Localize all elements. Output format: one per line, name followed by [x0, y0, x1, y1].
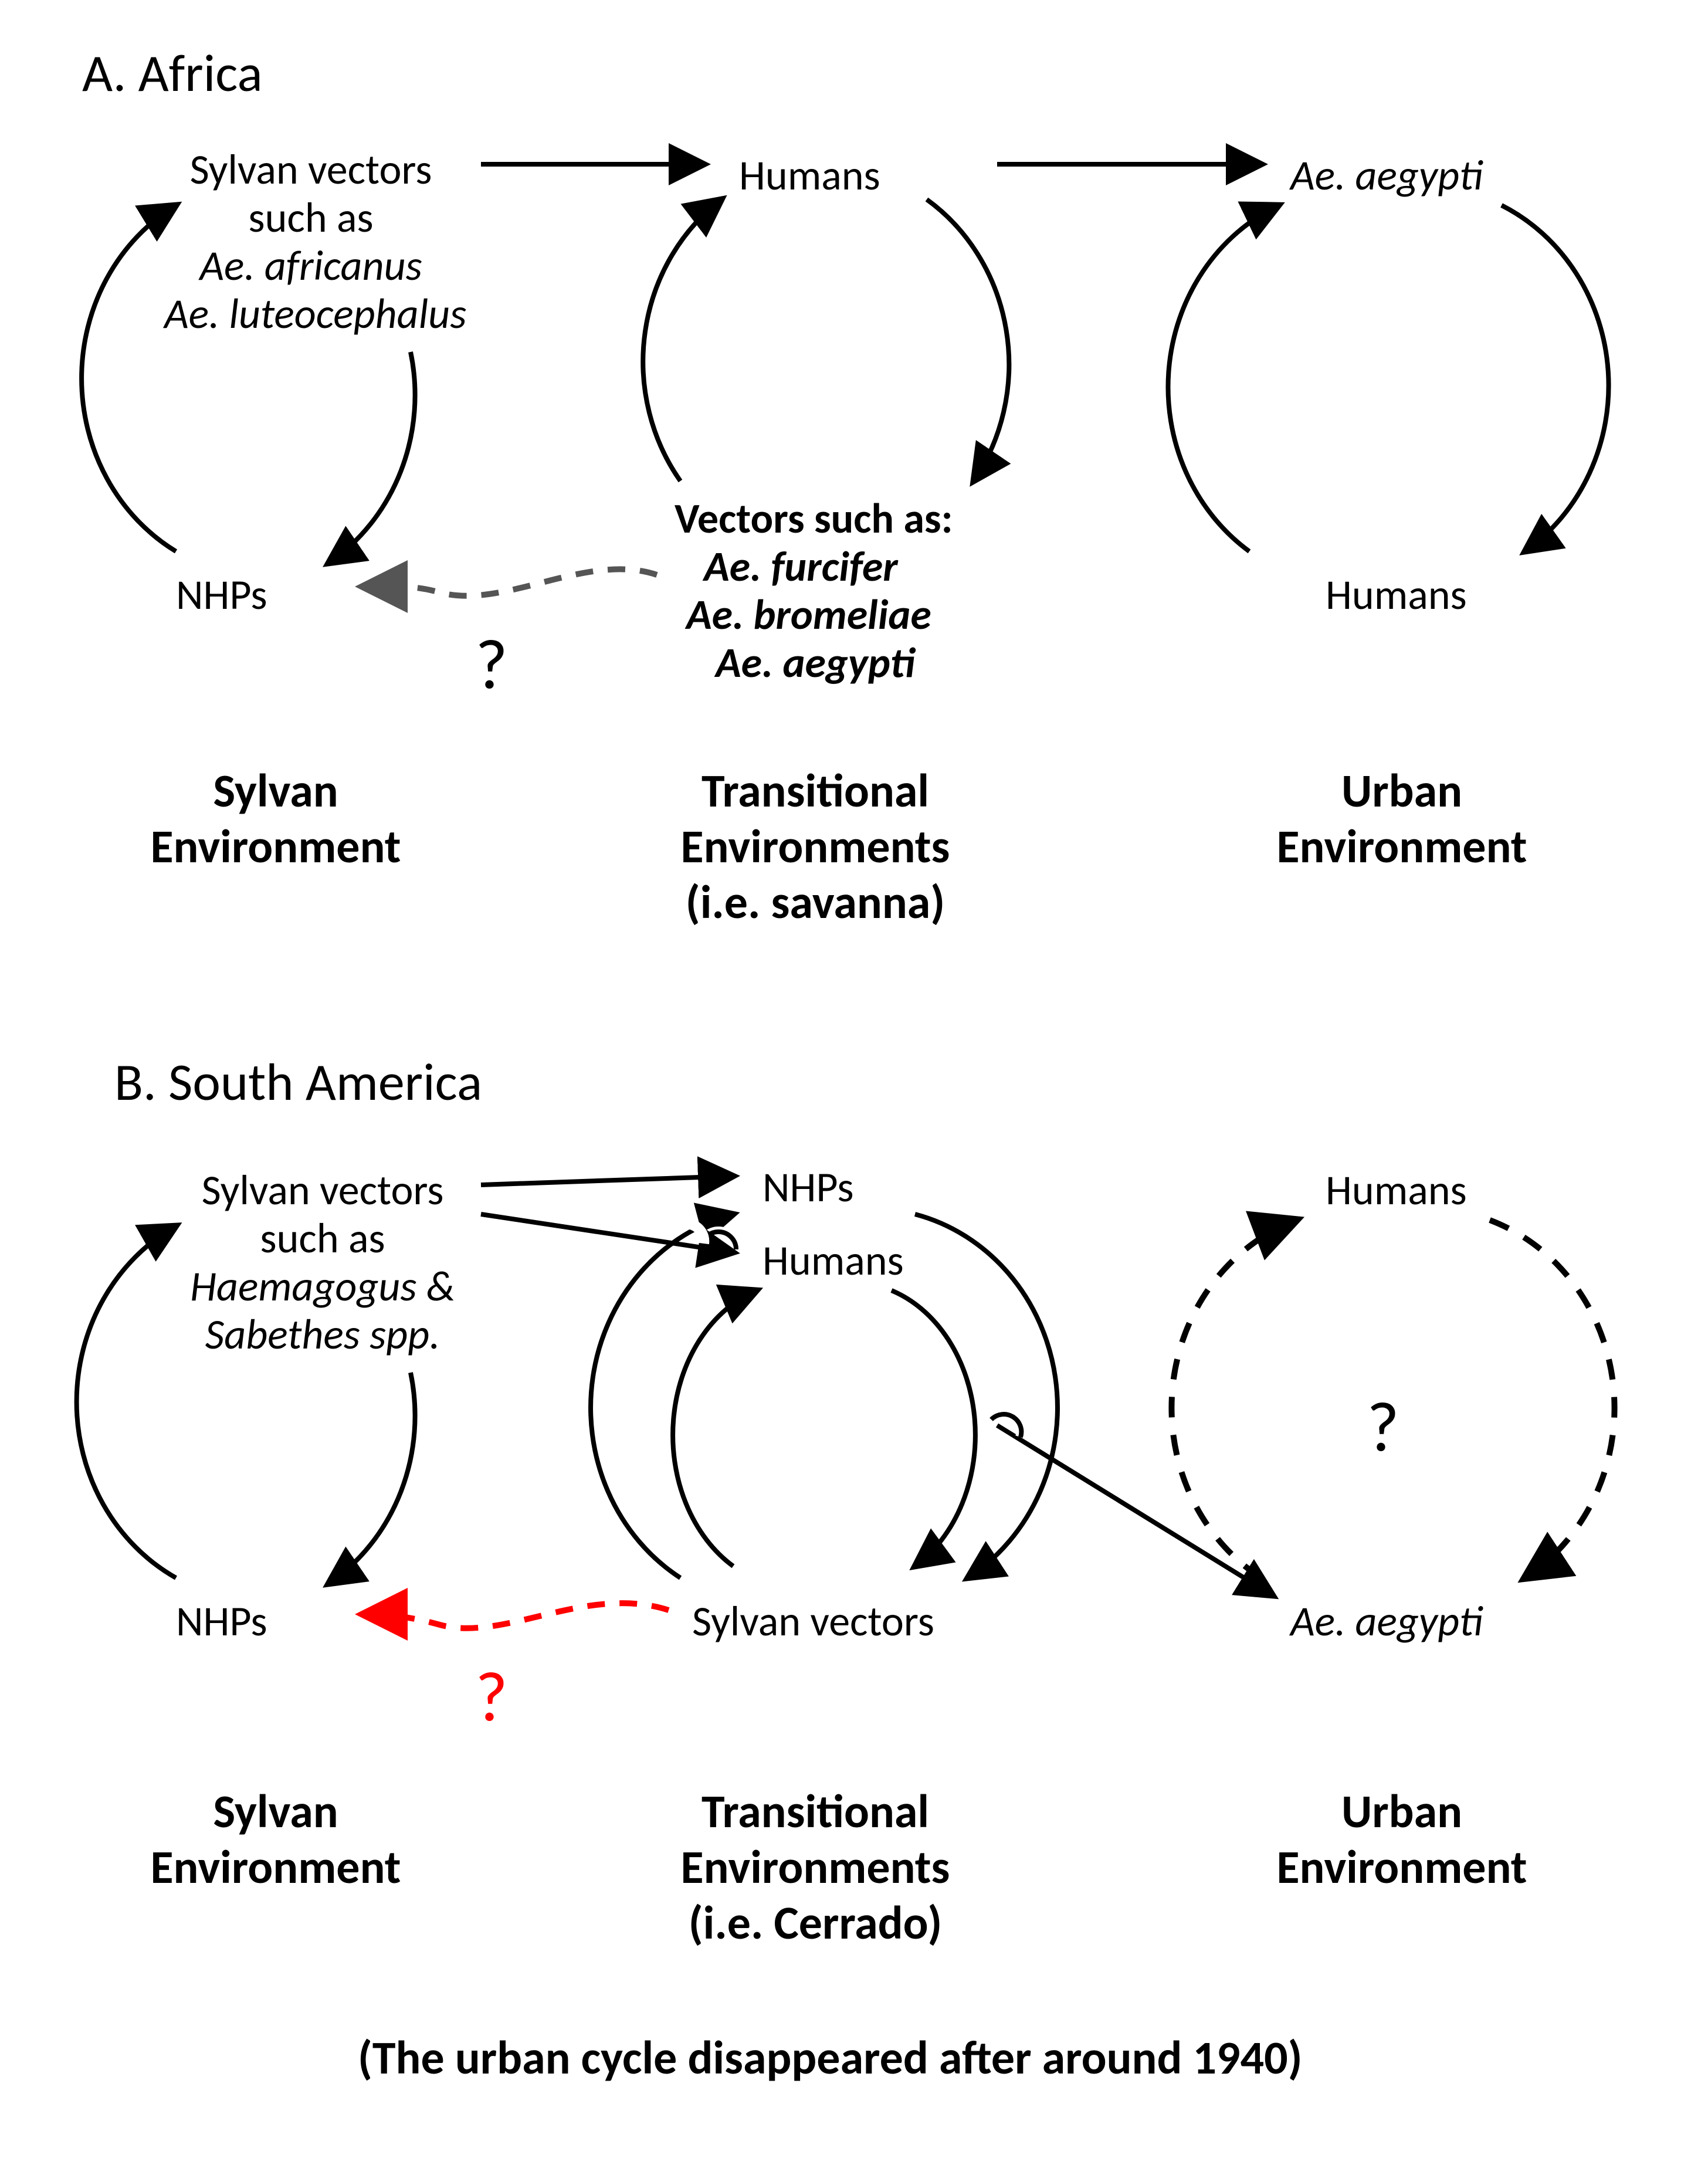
b-trans-inner-right	[892, 1290, 975, 1566]
panel-a-env-urban-2: Environment	[1261, 818, 1543, 875]
panel-a-env-trans-3: (i.e. savanna)	[651, 874, 980, 931]
b-arrow-sylvan-nhps	[481, 1176, 733, 1185]
panel-b-env-trans-1: Transitional	[651, 1783, 980, 1840]
footer-note: (The urban cycle disappeared after aroun…	[358, 2030, 1303, 2086]
panel-b-urban-top: Humans	[1326, 1164, 1467, 1216]
b-trans-inner-left	[673, 1290, 757, 1566]
panel-a-trans-bot-2: Ae. furcifer	[704, 541, 898, 592]
b-trans-hop2	[701, 1232, 736, 1249]
panel-b-urban-bottom: Ae. aegypti	[1290, 1595, 1483, 1647]
b-humans-hop-mask	[672, 1224, 704, 1244]
b-arrow-sylvan-humans	[481, 1214, 733, 1252]
a-sylvan-left-arc	[82, 205, 176, 551]
a-urban-left-arc	[1168, 205, 1279, 551]
panel-a-sylvan-top-1: Sylvan vectors	[164, 144, 458, 195]
b-dashed-return-red	[364, 1603, 669, 1628]
panel-b-sylvan-top-4: Sabethes spp.	[164, 1309, 481, 1360]
panel-b-title: B. South America	[114, 1050, 482, 1114]
panel-b-env-trans-2: Environments	[651, 1839, 980, 1896]
panel-b-sylvan-bottom: NHPs	[176, 1595, 267, 1647]
panel-a-sylvan-top-4: Ae. luteocephalus	[164, 288, 458, 340]
panel-a-trans-bot-3: Ae. bromeliae	[686, 589, 931, 641]
a-trans-right-arc	[927, 199, 1009, 481]
panel-b-sylvan-top-3: Haemagogus &	[164, 1261, 481, 1312]
panel-a-sylvan-top-3: Ae. africanus	[164, 240, 458, 292]
panel-b-qmark-urban: ?	[1367, 1384, 1399, 1470]
panel-b-trans-nhps: NHPs	[762, 1161, 854, 1213]
panel-b-qmark-red: ?	[475, 1654, 508, 1740]
panel-a-env-urban-1: Urban	[1261, 763, 1543, 819]
diagram-canvas: A. Africa Sylvan vectors such as Ae. afr…	[0, 0, 1708, 2158]
a-trans-left-arc	[643, 199, 721, 481]
a-dashed-return	[364, 569, 657, 595]
b-aegypti-hop-mask	[991, 1414, 1021, 1437]
b-trans-hop	[701, 1232, 736, 1249]
panel-a-urban-top: Ae. aegypti	[1290, 150, 1483, 201]
panel-a-env-trans-1: Transitional	[651, 763, 980, 819]
panel-a-trans-bot-4: Ae. aegypti	[716, 637, 915, 689]
b-urban-left-arc	[1171, 1220, 1296, 1578]
panel-a-sylvan-top-2: such as	[164, 192, 458, 243]
panel-a-env-sylvan-1: Sylvan	[135, 763, 416, 819]
panel-b-env-urban-1: Urban	[1261, 1783, 1543, 1840]
panel-a-qmark: ?	[475, 622, 508, 707]
b-sylvan-left-arc	[77, 1226, 176, 1578]
b-trans-outer-left	[591, 1214, 733, 1578]
b-urban-right-arc	[1490, 1220, 1615, 1578]
panel-b-env-sylvan-2: Environment	[135, 1839, 416, 1896]
b-aegypti-hop	[991, 1414, 1021, 1437]
panel-a-env-sylvan-2: Environment	[135, 818, 416, 875]
panel-b-env-trans-3: (i.e. Cerrado)	[651, 1895, 980, 1952]
panel-b-trans-bottom: Sylvan vectors	[692, 1595, 934, 1647]
panel-b-env-sylvan-1: Sylvan	[135, 1783, 416, 1840]
b-arrow-trans-aegypti	[997, 1425, 1273, 1595]
panel-a-trans-bot-1: Vectors such as:	[675, 493, 953, 544]
panel-a-urban-bottom: Humans	[1326, 569, 1467, 621]
panel-b-env-urban-2: Environment	[1261, 1839, 1543, 1896]
a-sylvan-right-arc	[328, 352, 415, 563]
panel-a-env-trans-2: Environments	[651, 818, 980, 875]
panel-a-trans-top: Humans	[739, 150, 880, 201]
panel-b-trans-humans: Humans	[762, 1235, 904, 1286]
panel-a-title: A. Africa	[82, 41, 263, 106]
panel-b-sylvan-top-1: Sylvan vectors	[164, 1164, 481, 1216]
b-sylvan-right-arc	[328, 1373, 415, 1584]
panel-b-sylvan-top-2: such as	[164, 1212, 481, 1264]
panel-a-sylvan-bottom: NHPs	[176, 569, 267, 621]
b-trans-outer-right	[915, 1214, 1058, 1578]
a-urban-right-arc	[1502, 205, 1609, 551]
